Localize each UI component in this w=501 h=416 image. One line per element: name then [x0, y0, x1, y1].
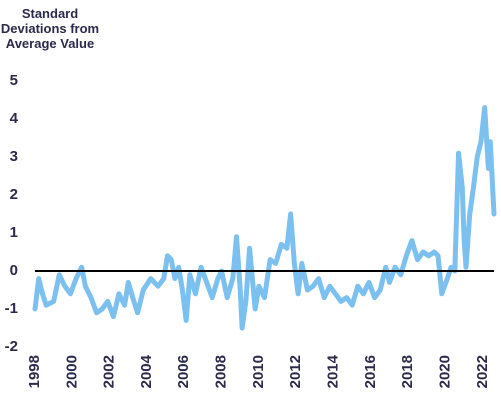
- y-tick-label: -2: [5, 338, 18, 355]
- y-tick-label: 3: [10, 148, 18, 165]
- x-tick-label: 1998: [26, 355, 43, 388]
- y-tick-label: 4: [10, 110, 19, 127]
- x-tick-label: 2012: [287, 355, 304, 388]
- x-tick-label: 2008: [213, 355, 230, 388]
- y-tick-label: 2: [10, 186, 18, 203]
- x-tick-label: 2002: [101, 355, 118, 388]
- x-tick-label: 2014: [325, 354, 342, 388]
- x-tick-label: 2004: [138, 354, 155, 388]
- line: [32, 105, 497, 331]
- y-tick-label: -1: [5, 300, 18, 317]
- x-tick-label: 2020: [436, 355, 453, 388]
- x-tick-label: 2022: [474, 355, 491, 388]
- y-tick-label: 5: [10, 72, 18, 89]
- y-axis-title: Standard Deviations from Average Value: [0, 6, 100, 51]
- y-tick-label: 0: [10, 262, 18, 279]
- x-tick-label: 2006: [175, 355, 192, 388]
- x-tick-label: 2016: [362, 355, 379, 388]
- x-tick-label: 2018: [399, 355, 416, 388]
- y-tick-label: 1: [10, 224, 18, 241]
- x-tick-label: 2010: [250, 355, 267, 388]
- x-tick-label: 2000: [63, 355, 80, 388]
